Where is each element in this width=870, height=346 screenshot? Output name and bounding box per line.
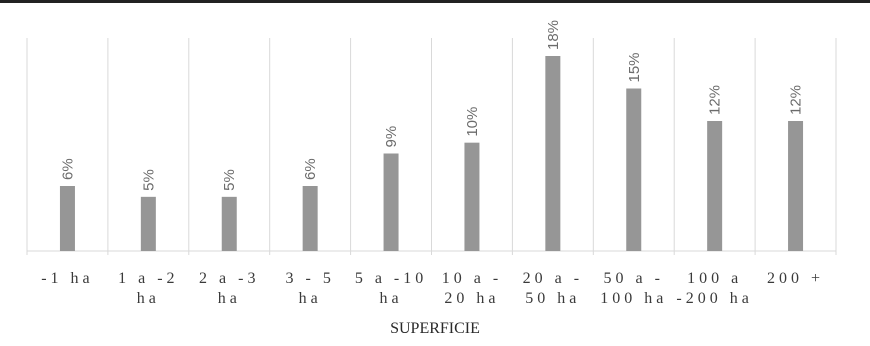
bar — [545, 56, 561, 251]
bar — [464, 142, 480, 251]
category-label: ha — [299, 290, 322, 307]
bar — [302, 186, 318, 251]
category-label: 20 ha — [444, 290, 499, 307]
category-label: 100 ha — [600, 290, 667, 307]
category-label: ha — [218, 290, 241, 307]
value-labels: 6% 5% 5% 6% 9% 10% 18% 15% 12% 12% — [59, 20, 804, 191]
top-border-line — [0, 0, 870, 3]
value-label: 15% — [626, 52, 643, 82]
category-label: 3 - 5 — [285, 270, 334, 287]
bar — [626, 88, 642, 251]
category-label: 100 a — [687, 270, 742, 287]
category-label: 20 a - — [523, 270, 583, 287]
category-labels: -1 ha 1 a -2 ha 2 a -3 ha 3 - 5 ha 5 a -10 ha 10 … — [41, 270, 824, 307]
value-label: 5% — [221, 169, 238, 191]
category-label: -1 ha — [41, 270, 93, 287]
category-label: 200 + — [767, 270, 824, 287]
bar — [383, 153, 399, 251]
category-label: 1 a -2 — [118, 270, 178, 287]
bar — [788, 121, 804, 251]
value-label: 6% — [59, 158, 76, 180]
bar — [221, 196, 237, 251]
category-label: 50 ha — [525, 290, 580, 307]
category-label: 2 a -3 — [199, 270, 259, 287]
value-label: 12% — [707, 85, 724, 115]
category-label: 10 a - — [442, 270, 502, 287]
value-label: 9% — [383, 126, 400, 148]
bar — [59, 186, 75, 251]
category-label: ha — [137, 290, 160, 307]
grid-lines — [26, 38, 837, 255]
category-label: 5 a -10 — [355, 270, 427, 287]
value-label: 5% — [140, 169, 157, 191]
bar — [707, 121, 723, 251]
bars — [59, 56, 804, 251]
x-axis-title: SUPERFICIE — [390, 320, 480, 337]
value-label: 12% — [788, 85, 805, 115]
category-label: -200 ha — [676, 290, 752, 307]
category-label: 50 a - — [604, 270, 664, 287]
bar — [140, 196, 156, 251]
value-label: 18% — [545, 20, 562, 50]
category-label: ha — [379, 290, 402, 307]
value-label: 10% — [464, 107, 481, 137]
value-label: 6% — [302, 158, 319, 180]
